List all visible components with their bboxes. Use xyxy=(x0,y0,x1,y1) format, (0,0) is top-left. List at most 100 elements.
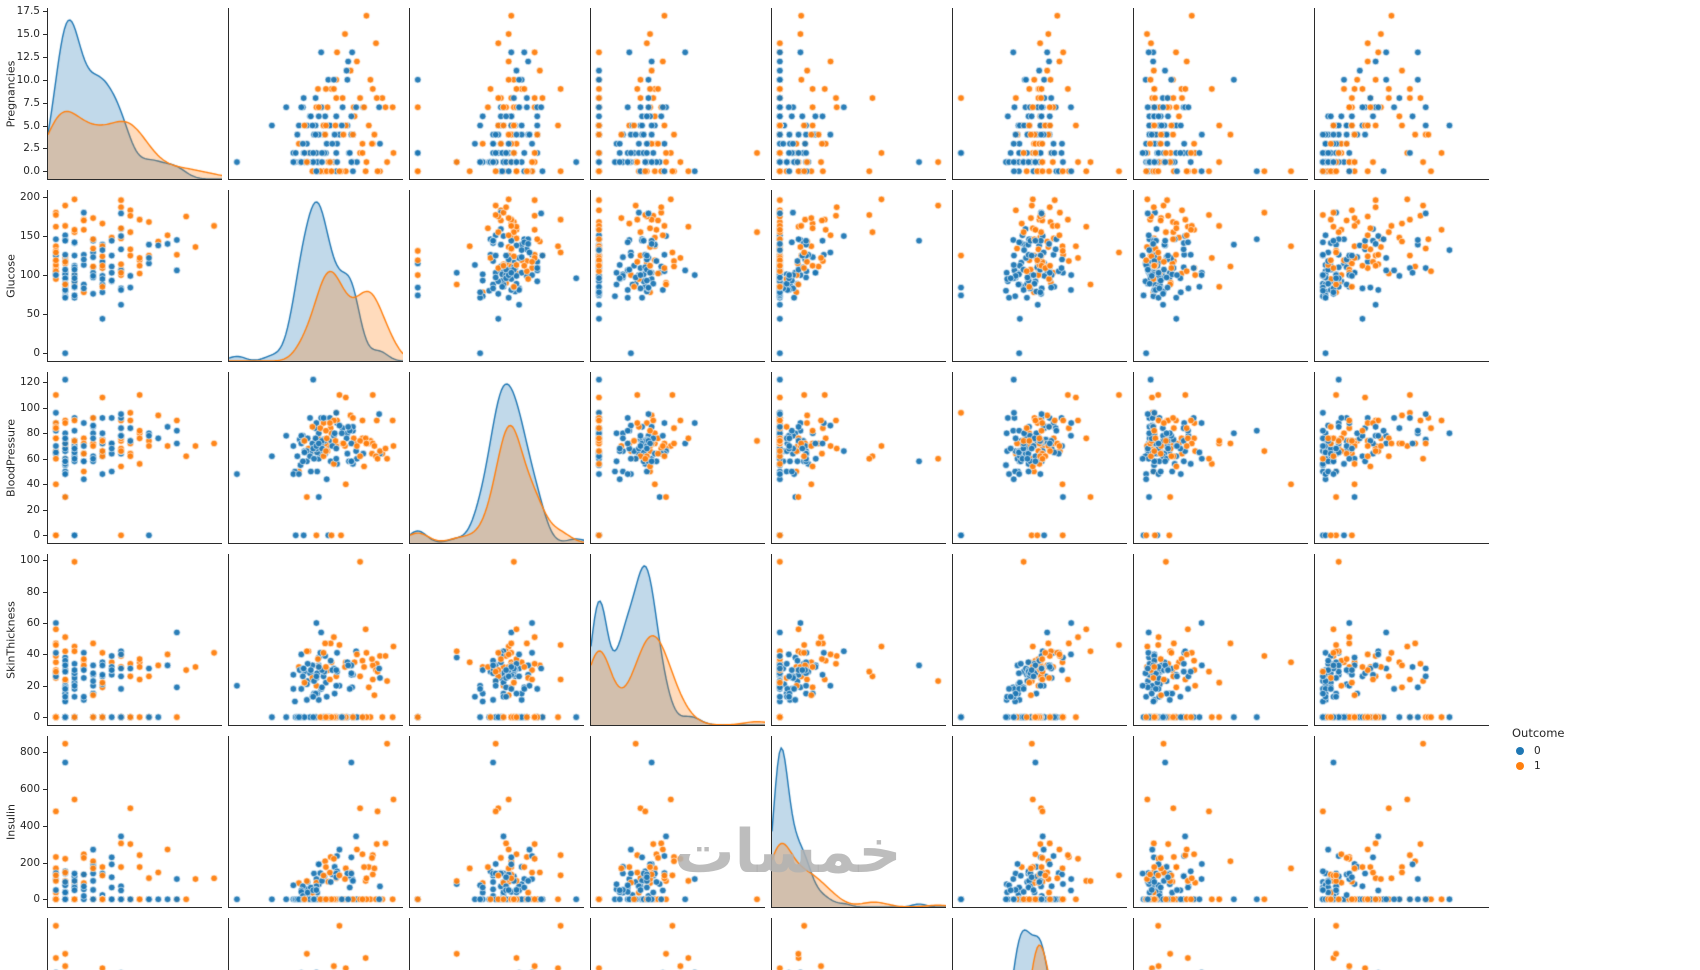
y-tick-label: 5.0 xyxy=(23,119,40,132)
panel-canvas xyxy=(410,190,584,361)
panel-canvas xyxy=(953,554,1127,725)
panel-canvas xyxy=(1134,8,1308,179)
panel-canvas xyxy=(1315,190,1489,361)
y-tick-label: 17.5 xyxy=(16,5,40,18)
y-tick-mark xyxy=(43,382,47,384)
scatter-panel-BMI-vs-SkinThickness xyxy=(590,918,765,970)
panel-canvas xyxy=(1315,372,1489,543)
y-tick-label: 20 xyxy=(26,503,40,516)
scatter-panel-SkinThickness-vs-Glucose xyxy=(228,554,403,726)
y-tick-label: 0 xyxy=(33,529,40,542)
y-tick-label: 40 xyxy=(26,478,40,491)
y-tick-mark xyxy=(43,236,47,238)
panel-canvas xyxy=(591,372,765,543)
panel-canvas xyxy=(48,918,222,970)
y-tick-mark xyxy=(43,825,47,827)
scatter-panel-BMI-vs-DiabetesPedigreeFunction xyxy=(1133,918,1308,970)
scatter-panel-SkinThickness-vs-BMI xyxy=(952,554,1127,726)
y-tick-label: 50 xyxy=(26,308,40,321)
panel-canvas xyxy=(1315,918,1489,970)
scatter-panel-Insulin-vs-BloodPressure xyxy=(409,736,584,908)
scatter-panel-Insulin-vs-DiabetesPedigreeFunction xyxy=(1133,736,1308,908)
panel-canvas xyxy=(953,918,1127,970)
scatter-panel-Glucose-vs-Insulin xyxy=(771,190,946,362)
y-tick-mark xyxy=(43,171,47,173)
scatter-panel-BloodPressure-vs-Insulin xyxy=(771,372,946,544)
y-tick-mark xyxy=(43,125,47,127)
panel-canvas xyxy=(48,8,222,179)
scatter-panel-SkinThickness-vs-Insulin xyxy=(771,554,946,726)
y-tick-label: 0 xyxy=(33,711,40,724)
scatter-panel-SkinThickness-vs-DiabetesPedigreeFunction xyxy=(1133,554,1308,726)
legend-title: Outcome xyxy=(1512,726,1565,740)
panel-canvas xyxy=(410,372,584,543)
scatter-panel-SkinThickness-vs-BloodPressure xyxy=(409,554,584,726)
scatter-panel-Insulin-vs-SkinThickness xyxy=(590,736,765,908)
panel-canvas xyxy=(48,190,222,361)
y-tick-label: 60 xyxy=(26,617,40,630)
panel-canvas xyxy=(953,372,1127,543)
scatter-panel-Pregnancies-vs-Glucose xyxy=(228,8,403,180)
panel-canvas xyxy=(953,8,1127,179)
y-tick-mark xyxy=(43,899,47,901)
scatter-panel-Insulin-vs-Glucose xyxy=(228,736,403,908)
scatter-panel-Pregnancies-vs-Insulin xyxy=(771,8,946,180)
panel-canvas xyxy=(48,554,222,725)
panel-canvas xyxy=(953,736,1127,907)
y-tick-label: 100 xyxy=(19,401,40,414)
panel-canvas xyxy=(410,736,584,907)
y-tick-label: 200 xyxy=(19,191,40,204)
panel-canvas xyxy=(772,372,946,543)
y-tick-mark xyxy=(43,458,47,460)
y-tick-mark xyxy=(43,275,47,277)
y-tick-label: 200 xyxy=(19,856,40,869)
scatter-panel-Glucose-vs-Age xyxy=(1314,190,1489,362)
y-tick-mark xyxy=(43,862,47,864)
y-tick-mark xyxy=(43,623,47,625)
panel-canvas xyxy=(229,918,403,970)
y-axis-label-Pregnancies: Pregnancies xyxy=(4,60,18,127)
y-tick-label: 60 xyxy=(26,452,40,465)
scatter-panel-BloodPressure-vs-Glucose xyxy=(228,372,403,544)
scatter-panel-BMI-vs-BloodPressure xyxy=(409,918,584,970)
y-tick-mark xyxy=(43,34,47,36)
y-tick-mark xyxy=(43,685,47,687)
legend-item-outcome-1: 1 xyxy=(1516,758,1592,773)
legend-item-outcome-0: 0 xyxy=(1516,743,1592,758)
y-tick-label: 100 xyxy=(19,554,40,567)
y-tick-mark xyxy=(43,788,47,790)
scatter-panel-BMI-vs-Insulin xyxy=(771,918,946,970)
panel-canvas xyxy=(772,190,946,361)
kde-panel-SkinThickness-vs-SkinThickness xyxy=(590,554,765,726)
panel-canvas xyxy=(591,918,765,970)
y-axis-label-SkinThickness: SkinThickness xyxy=(4,600,18,679)
panel-canvas xyxy=(591,190,765,361)
y-tick-label: 100 xyxy=(19,269,40,282)
panel-canvas xyxy=(1315,554,1489,725)
y-tick-label: 80 xyxy=(26,585,40,598)
panel-canvas xyxy=(48,736,222,907)
scatter-panel-Insulin-vs-Age xyxy=(1314,736,1489,908)
panel-canvas xyxy=(772,736,946,907)
y-tick-label: 0 xyxy=(33,347,40,360)
scatter-panel-Pregnancies-vs-BMI xyxy=(952,8,1127,180)
scatter-panel-Insulin-vs-BMI xyxy=(952,736,1127,908)
scatter-panel-Pregnancies-vs-SkinThickness xyxy=(590,8,765,180)
scatter-panel-Insulin-vs-Pregnancies xyxy=(47,736,222,908)
panel-canvas xyxy=(1315,8,1489,179)
legend-label-outcome-0: 0 xyxy=(1534,744,1541,757)
legend: Outcome 0 1 xyxy=(1502,726,1592,773)
y-tick-mark xyxy=(43,197,47,199)
scatter-panel-BMI-vs-Glucose xyxy=(228,918,403,970)
scatter-panel-BMI-vs-Age xyxy=(1314,918,1489,970)
scatter-panel-Glucose-vs-BloodPressure xyxy=(409,190,584,362)
kde-panel-BloodPressure-vs-BloodPressure xyxy=(409,372,584,544)
scatter-panel-Pregnancies-vs-BloodPressure xyxy=(409,8,584,180)
legend-marker-outcome-1-icon xyxy=(1516,761,1524,770)
scatter-panel-BloodPressure-vs-Pregnancies xyxy=(47,372,222,544)
panel-canvas xyxy=(772,8,946,179)
y-tick-label: 120 xyxy=(19,376,40,389)
y-tick-label: 150 xyxy=(19,230,40,243)
y-tick-label: 40 xyxy=(26,648,40,661)
